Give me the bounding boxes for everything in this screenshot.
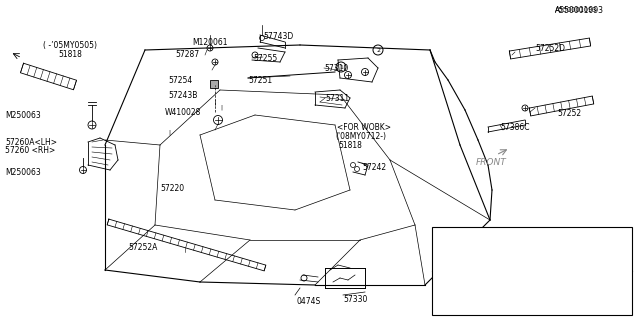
- Text: A550001093: A550001093: [555, 5, 604, 14]
- Text: |: |: [220, 104, 222, 110]
- Text: 1: 1: [339, 65, 343, 69]
- Text: M120061: M120061: [192, 37, 227, 46]
- Text: 57260A<LH>: 57260A<LH>: [5, 138, 57, 147]
- Text: 1: 1: [438, 291, 442, 295]
- Text: (’07MY0609-      ): (’07MY0609- ): [494, 235, 552, 241]
- Text: M250063: M250063: [5, 167, 41, 177]
- Bar: [210, 80, 218, 88]
- Text: A550001093: A550001093: [555, 7, 597, 13]
- Text: 57743D: 57743D: [263, 31, 293, 41]
- Text: 2: 2: [376, 47, 380, 52]
- Text: <FOR WOBK>: <FOR WOBK>: [337, 123, 391, 132]
- Text: 57242: 57242: [362, 163, 386, 172]
- Text: 57310: 57310: [324, 63, 348, 73]
- Text: 57260 <RH>: 57260 <RH>: [5, 146, 55, 155]
- Text: 51818: 51818: [58, 50, 82, 59]
- Text: 57313: 57313: [450, 301, 473, 307]
- Bar: [432, 227, 632, 315]
- Text: 57252: 57252: [557, 108, 581, 117]
- Text: 57251: 57251: [248, 76, 272, 84]
- Text: 51818: 51818: [338, 140, 362, 149]
- Text: 57220: 57220: [160, 183, 184, 193]
- Text: ( -’05MY0505): ( -’05MY0505): [43, 41, 97, 50]
- Text: 57287: 57287: [175, 50, 199, 59]
- Text: 57252D: 57252D: [535, 44, 565, 52]
- Text: 57252A: 57252A: [128, 244, 157, 252]
- Text: M250063: M250063: [5, 110, 41, 119]
- Text: W410028: W410028: [165, 108, 202, 116]
- Text: |: |: [168, 129, 170, 135]
- Text: 0474S: 0474S: [296, 298, 320, 307]
- Text: 57386C: 57386C: [500, 123, 529, 132]
- Text: 2: 2: [438, 246, 442, 252]
- Text: 57243B: 57243B: [168, 91, 197, 100]
- Text: M000332: M000332: [450, 235, 484, 241]
- Text: (’07MY0609-      ): (’07MY0609- ): [494, 279, 552, 285]
- Text: ('08MY0712-): ('08MY0712-): [335, 132, 386, 140]
- Text: 57255: 57255: [253, 53, 277, 62]
- Text: FRONT: FRONT: [476, 157, 507, 166]
- Text: 57330: 57330: [343, 295, 367, 305]
- Text: (      -’07MY0608): ( -’07MY0608): [494, 257, 552, 263]
- Text: M000332: M000332: [450, 279, 484, 285]
- Text: (      -’07MY0608): ( -’07MY0608): [494, 301, 552, 307]
- Text: 57311: 57311: [325, 93, 349, 102]
- Text: M000295: M000295: [450, 257, 484, 263]
- Text: 57254: 57254: [168, 76, 192, 84]
